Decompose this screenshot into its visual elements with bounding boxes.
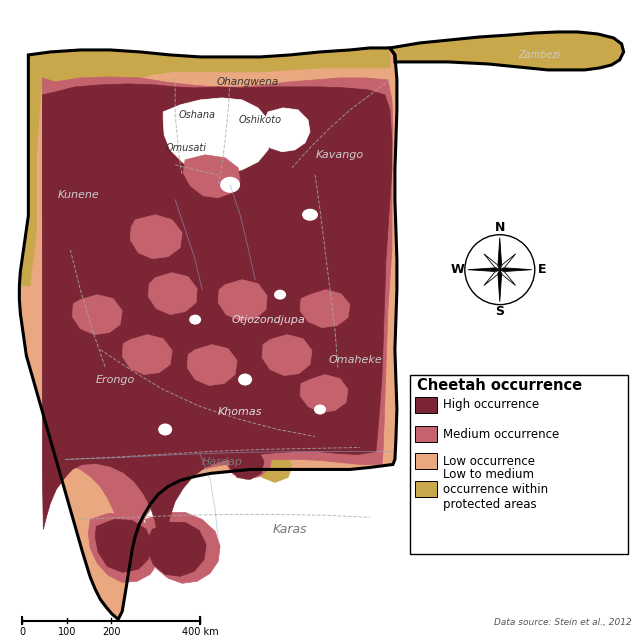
Text: Omusati: Omusati [166,143,207,153]
Bar [415,481,437,497]
Text: Kavango: Kavango [316,150,364,160]
Text: 0: 0 [19,627,26,637]
Polygon shape [306,235,375,300]
Polygon shape [229,447,264,479]
Text: Data source: Stein et al., 2012: Data source: Stein et al., 2012 [494,618,632,627]
Text: S: S [495,305,504,318]
Text: Oshana: Oshana [179,110,216,120]
Polygon shape [300,290,350,328]
Polygon shape [300,374,348,413]
Polygon shape [291,110,345,162]
Text: Hardap: Hardap [202,458,243,467]
Bar [415,397,437,413]
Polygon shape [148,273,197,315]
Polygon shape [19,48,397,620]
Polygon shape [257,449,292,483]
Ellipse shape [274,290,286,300]
Polygon shape [500,254,516,269]
Ellipse shape [302,209,318,221]
Bar [415,454,437,470]
Text: 100: 100 [58,627,76,637]
Text: Cheetah occurrence: Cheetah occurrence [417,378,582,392]
Text: Khomas: Khomas [218,406,262,417]
Polygon shape [28,48,390,216]
Polygon shape [163,98,272,174]
Ellipse shape [314,404,326,415]
Text: Low to medium
occurrence within
protected areas: Low to medium occurrence within protecte… [443,468,548,511]
Polygon shape [223,415,268,456]
Text: Low occurrence: Low occurrence [443,455,535,468]
Ellipse shape [220,177,240,193]
Polygon shape [484,254,500,269]
Text: Karas: Karas [273,523,307,536]
Polygon shape [500,269,516,285]
Polygon shape [390,32,623,70]
Polygon shape [498,269,502,301]
Polygon shape [42,77,393,561]
Polygon shape [390,32,623,70]
Polygon shape [104,120,152,167]
Polygon shape [350,280,388,319]
Text: High occurrence: High occurrence [443,398,539,411]
Text: Kunene: Kunene [58,190,99,200]
Polygon shape [19,55,42,285]
Polygon shape [145,513,220,583]
Text: 200: 200 [102,627,120,637]
Polygon shape [498,237,502,269]
Text: Zambezi: Zambezi [518,50,561,60]
Polygon shape [334,326,378,365]
Text: Erongo: Erongo [95,374,135,385]
Ellipse shape [238,374,252,385]
Polygon shape [187,344,237,385]
Polygon shape [72,294,122,335]
Polygon shape [88,513,160,582]
Bar [415,426,437,442]
Text: Medium occurrence: Medium occurrence [443,428,559,441]
Text: W: W [451,263,465,276]
Text: Ohangwena: Ohangwena [217,77,279,87]
Polygon shape [262,335,312,376]
Polygon shape [42,84,392,554]
Polygon shape [225,440,272,479]
Ellipse shape [158,424,172,435]
Polygon shape [262,108,310,152]
Polygon shape [130,215,182,259]
Polygon shape [147,522,206,576]
Polygon shape [183,155,240,198]
Polygon shape [322,192,382,246]
FancyBboxPatch shape [410,374,628,554]
Text: Oshikoto: Oshikoto [239,115,282,125]
Polygon shape [500,268,532,271]
Text: Otjozondjupa: Otjozondjupa [231,315,305,324]
Polygon shape [468,268,500,271]
Text: E: E [538,263,546,276]
Polygon shape [218,280,267,321]
Polygon shape [95,520,152,572]
Text: Omaheke: Omaheke [328,355,382,365]
Polygon shape [122,335,172,374]
Ellipse shape [189,315,201,324]
Polygon shape [484,269,500,285]
Text: N: N [495,221,505,234]
Text: 400 km: 400 km [182,627,218,637]
Polygon shape [345,385,382,422]
